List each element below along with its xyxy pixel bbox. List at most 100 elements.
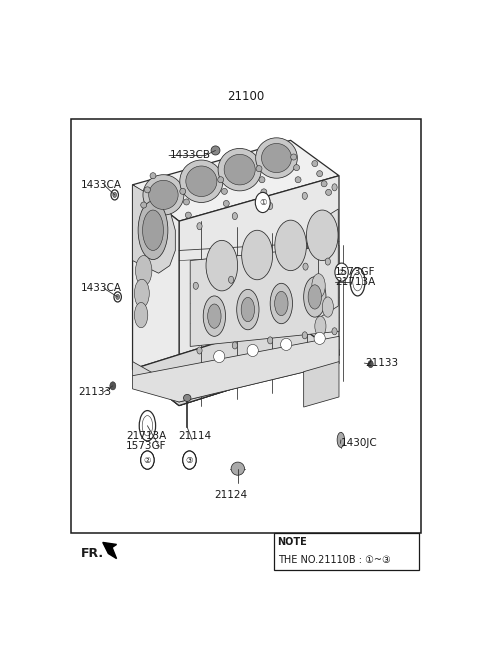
Ellipse shape xyxy=(183,394,191,401)
Text: 21133: 21133 xyxy=(78,387,111,397)
Ellipse shape xyxy=(322,297,334,317)
Ellipse shape xyxy=(180,160,223,203)
Ellipse shape xyxy=(138,201,168,260)
Ellipse shape xyxy=(315,316,326,337)
Polygon shape xyxy=(179,350,339,402)
Ellipse shape xyxy=(275,220,306,271)
Ellipse shape xyxy=(149,180,178,209)
Text: 21114: 21114 xyxy=(178,431,211,441)
Ellipse shape xyxy=(368,361,373,367)
Ellipse shape xyxy=(183,199,190,205)
Text: 1433CB: 1433CB xyxy=(170,150,211,161)
Text: FR.: FR. xyxy=(81,547,104,560)
Ellipse shape xyxy=(135,256,152,286)
Text: 21124: 21124 xyxy=(215,491,248,501)
Text: 1573GF: 1573GF xyxy=(126,441,167,451)
Ellipse shape xyxy=(228,276,234,283)
Ellipse shape xyxy=(223,201,229,207)
Polygon shape xyxy=(132,319,339,405)
Text: ③: ③ xyxy=(186,455,193,464)
Text: 1433CA: 1433CA xyxy=(81,180,121,190)
Text: ③: ③ xyxy=(186,455,193,464)
Ellipse shape xyxy=(256,138,297,178)
Ellipse shape xyxy=(247,344,258,357)
Ellipse shape xyxy=(224,154,255,185)
Ellipse shape xyxy=(134,302,148,328)
Text: 21713A: 21713A xyxy=(335,277,375,287)
Ellipse shape xyxy=(308,285,322,309)
Ellipse shape xyxy=(267,337,273,344)
Polygon shape xyxy=(132,185,175,273)
Ellipse shape xyxy=(262,144,291,173)
Text: THE NO.21110B : ①~③: THE NO.21110B : ①~③ xyxy=(277,554,390,565)
Text: 1433CA: 1433CA xyxy=(81,283,121,293)
Ellipse shape xyxy=(218,148,261,191)
Ellipse shape xyxy=(325,258,330,265)
Ellipse shape xyxy=(241,230,273,279)
Polygon shape xyxy=(179,176,339,405)
Ellipse shape xyxy=(259,176,265,183)
Ellipse shape xyxy=(312,274,325,298)
Ellipse shape xyxy=(237,289,259,330)
Ellipse shape xyxy=(290,154,297,160)
Text: ②: ② xyxy=(338,268,345,277)
Polygon shape xyxy=(103,543,117,559)
Ellipse shape xyxy=(231,462,244,475)
Ellipse shape xyxy=(304,277,326,317)
Polygon shape xyxy=(319,209,338,318)
Ellipse shape xyxy=(261,189,267,195)
Text: 1573GF: 1573GF xyxy=(335,267,376,277)
Ellipse shape xyxy=(294,165,300,171)
Ellipse shape xyxy=(302,192,307,199)
Circle shape xyxy=(141,451,154,469)
Ellipse shape xyxy=(110,382,116,390)
Ellipse shape xyxy=(337,432,345,447)
Polygon shape xyxy=(132,361,179,402)
Text: ①: ① xyxy=(259,198,266,207)
Ellipse shape xyxy=(180,188,186,194)
Polygon shape xyxy=(190,245,339,346)
Ellipse shape xyxy=(321,181,327,187)
Ellipse shape xyxy=(332,328,337,335)
Ellipse shape xyxy=(134,279,149,308)
Text: 21100: 21100 xyxy=(228,90,264,103)
Ellipse shape xyxy=(303,263,308,270)
Ellipse shape xyxy=(197,222,202,230)
Ellipse shape xyxy=(208,304,221,328)
Bar xyxy=(71,119,421,533)
Text: 21133: 21133 xyxy=(365,358,398,368)
Ellipse shape xyxy=(206,240,238,291)
Ellipse shape xyxy=(335,263,348,281)
Ellipse shape xyxy=(221,188,228,194)
Ellipse shape xyxy=(214,350,225,363)
Ellipse shape xyxy=(185,212,192,218)
Ellipse shape xyxy=(218,176,224,183)
Bar xyxy=(274,533,419,569)
Polygon shape xyxy=(304,361,339,407)
Ellipse shape xyxy=(275,291,288,316)
Ellipse shape xyxy=(306,210,338,260)
Ellipse shape xyxy=(144,187,150,193)
Ellipse shape xyxy=(143,210,163,251)
Ellipse shape xyxy=(150,173,156,178)
Ellipse shape xyxy=(314,333,325,344)
Text: ②: ② xyxy=(144,455,151,464)
Polygon shape xyxy=(132,319,339,405)
Ellipse shape xyxy=(255,192,270,213)
Ellipse shape xyxy=(281,338,292,350)
Ellipse shape xyxy=(203,296,226,337)
Ellipse shape xyxy=(197,347,202,354)
Ellipse shape xyxy=(141,202,147,208)
Ellipse shape xyxy=(302,332,307,339)
Polygon shape xyxy=(132,185,179,405)
Ellipse shape xyxy=(113,192,117,197)
Ellipse shape xyxy=(211,146,220,155)
Text: 21713A: 21713A xyxy=(126,431,167,441)
Ellipse shape xyxy=(193,282,198,289)
Ellipse shape xyxy=(241,297,254,321)
Ellipse shape xyxy=(232,213,238,220)
Ellipse shape xyxy=(186,166,217,197)
Text: NOTE: NOTE xyxy=(277,537,307,547)
Text: ②: ② xyxy=(144,455,151,464)
Ellipse shape xyxy=(270,283,292,323)
